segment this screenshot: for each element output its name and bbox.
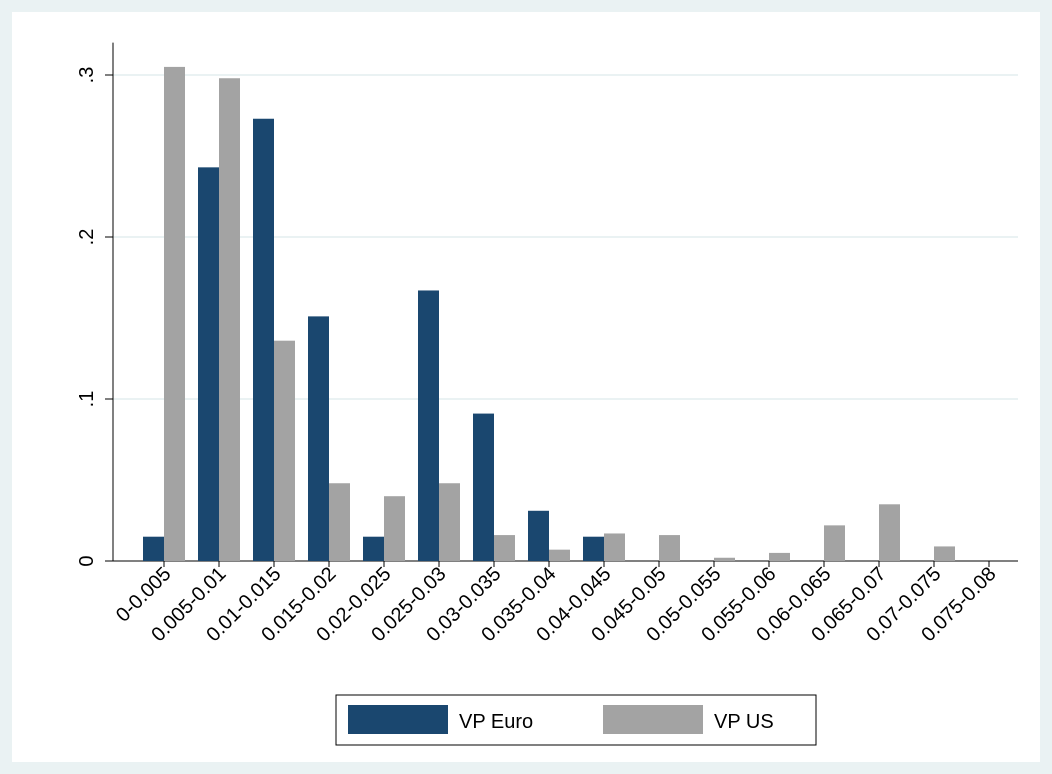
legend-swatch (603, 705, 703, 734)
bar (308, 316, 329, 561)
bar (439, 483, 460, 561)
bar (604, 533, 625, 561)
bar (384, 496, 405, 561)
bar (528, 510, 549, 561)
bar (164, 66, 185, 562)
bar (253, 118, 274, 562)
y-tick-label: .3 (76, 67, 98, 84)
y-tick-label: .1 (76, 391, 98, 408)
bar (824, 525, 845, 561)
bar (274, 340, 295, 561)
bar (418, 290, 439, 561)
bar (198, 167, 219, 561)
bar (219, 78, 240, 562)
bar (879, 504, 900, 561)
bar (143, 536, 164, 561)
legend-label: VP US (714, 711, 774, 733)
bar (934, 546, 955, 561)
bar (583, 536, 604, 561)
bar (659, 535, 680, 561)
bar (769, 552, 790, 561)
bar (473, 413, 494, 561)
legend-swatch (348, 705, 448, 734)
bar (494, 535, 515, 561)
bar (329, 483, 350, 561)
bar (549, 549, 570, 561)
bar (714, 557, 735, 561)
bar (363, 536, 384, 561)
legend-label: VP Euro (459, 711, 533, 733)
y-tick-label: 0 (76, 555, 98, 566)
y-tick-label: .2 (76, 229, 98, 246)
